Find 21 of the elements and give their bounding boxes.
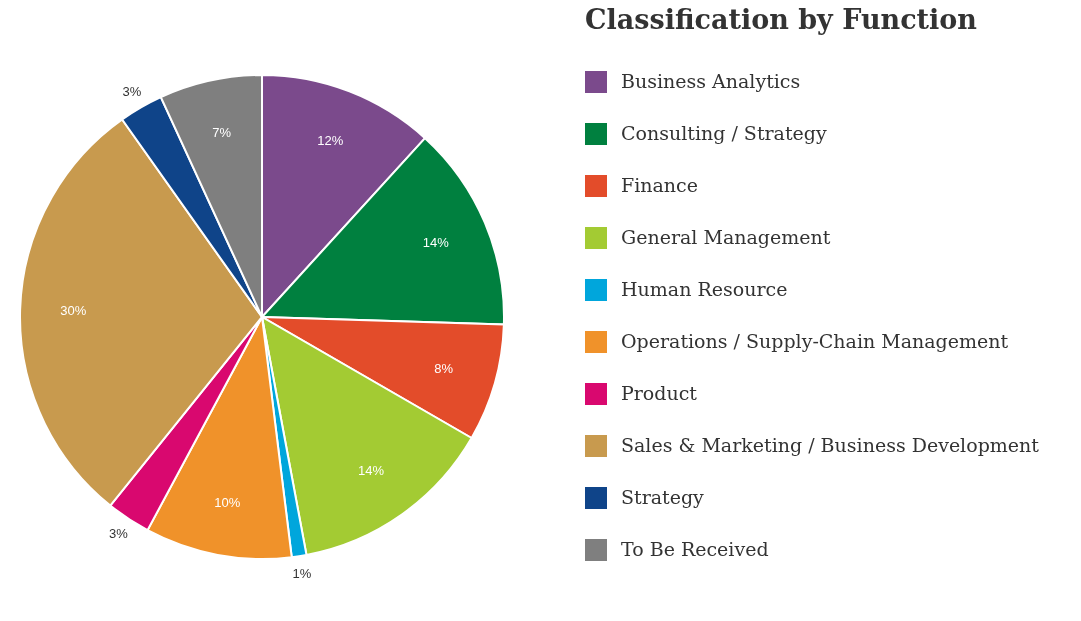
legend-label: Sales & Marketing / Business Development — [621, 434, 1040, 456]
legend-label: Business Analytics — [621, 70, 801, 92]
legend-label: Operations / Supply-Chain Management — [621, 330, 1009, 352]
data-label: 12% — [317, 132, 344, 148]
data-label: 1% — [292, 565, 312, 581]
legend-label: Product — [621, 382, 698, 404]
legend-title: Classification by Function — [585, 4, 978, 35]
data-label: 14% — [358, 463, 385, 479]
legend-label: Human Resource — [621, 278, 788, 300]
data-label: 3% — [108, 525, 129, 541]
data-label: 8% — [434, 360, 454, 376]
legend-label: General Management — [621, 226, 831, 248]
data-label: 3% — [122, 83, 142, 99]
legend-label: Strategy — [621, 486, 705, 508]
legend-label: Consulting / Strategy — [621, 122, 827, 144]
legend-label: Finance — [621, 174, 698, 196]
data-label: 10% — [214, 494, 241, 510]
data-label: 7% — [212, 124, 232, 140]
data-label: 14% — [422, 235, 450, 251]
legend-label: To Be Received — [621, 538, 769, 560]
data-label: 30% — [60, 303, 87, 319]
